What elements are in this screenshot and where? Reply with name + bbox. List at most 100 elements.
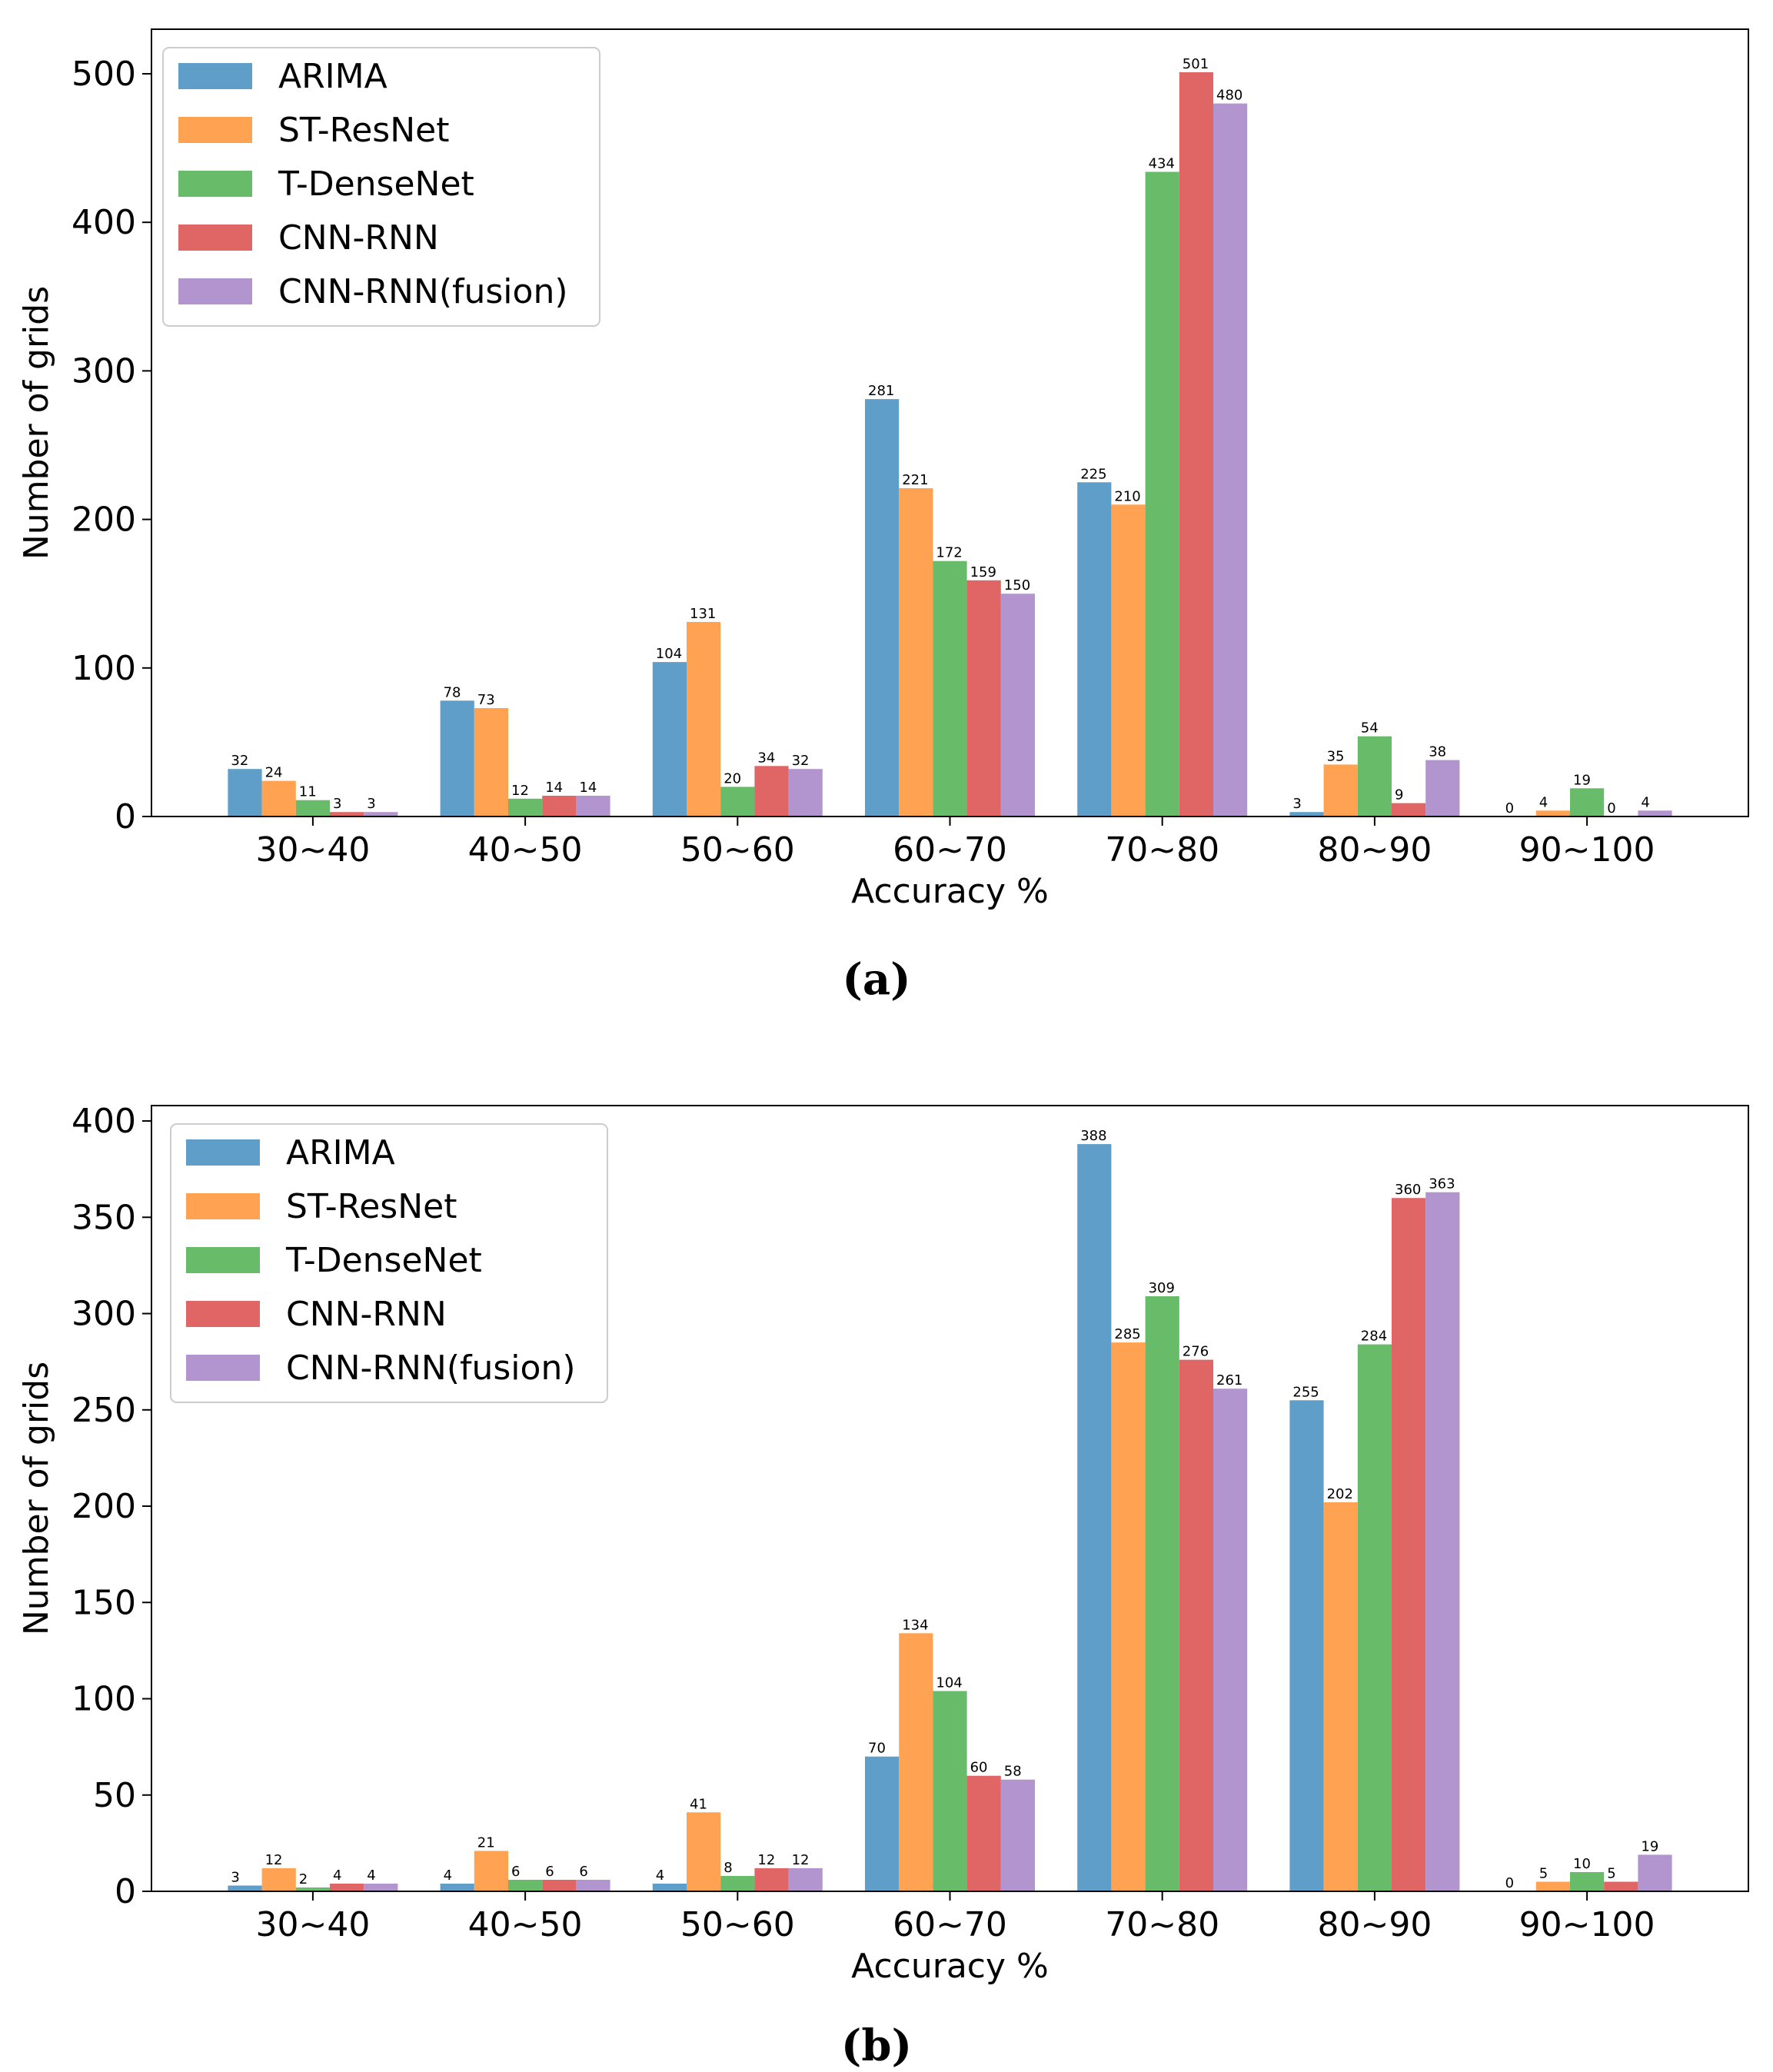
y-tick-label: 300 xyxy=(72,1295,136,1334)
bar-t-densenet-70-80 xyxy=(1145,1296,1179,1891)
bar-value-label: 2 xyxy=(299,1871,308,1887)
bar-value-label: 210 xyxy=(1114,488,1140,504)
y-tick-label: 300 xyxy=(72,351,136,391)
bar-arima-40-50 xyxy=(440,700,474,816)
x-tick-label: 70~80 xyxy=(1105,830,1219,870)
bar-value-label: 4 xyxy=(367,1867,375,1884)
bar-value-label: 281 xyxy=(868,383,894,399)
legend-swatch xyxy=(178,171,252,197)
bar-value-label: 104 xyxy=(656,646,682,662)
bar-cnn-rnn-fusion--50-60 xyxy=(788,769,823,816)
legend-entry: CNN-RNN xyxy=(278,218,439,258)
bar-value-label: 221 xyxy=(902,472,928,488)
bar-t-densenet-90-100 xyxy=(1570,1872,1605,1891)
bar-cnn-rnn-60-70 xyxy=(966,580,1001,816)
bar-value-label: 6 xyxy=(579,1864,587,1880)
bar-value-label: 4 xyxy=(444,1867,452,1884)
bar-value-label: 360 xyxy=(1395,1182,1421,1198)
bar-value-label: 0 xyxy=(1505,800,1514,816)
bar-value-label: 4 xyxy=(333,1867,341,1884)
y-tick-label: 400 xyxy=(72,1102,136,1141)
legend-entry: T-DenseNet xyxy=(278,165,474,204)
bar-st-resnet-80-90 xyxy=(1323,1502,1358,1891)
bar-st-resnet-70-80 xyxy=(1111,1342,1146,1891)
bar-arima-40-50 xyxy=(440,1884,474,1891)
bar-value-label: 284 xyxy=(1361,1329,1387,1345)
bar-t-densenet-60-70 xyxy=(933,560,967,816)
figure-caption: (a) xyxy=(842,954,910,1005)
bar-value-label: 32 xyxy=(792,753,810,769)
bar-st-resnet-30-40 xyxy=(261,780,296,816)
bar-st-resnet-40-50 xyxy=(474,708,508,816)
legend-swatch xyxy=(186,1301,260,1327)
bar-value-label: 73 xyxy=(477,692,495,708)
x-axis-label: Accuracy % xyxy=(851,1947,1049,1986)
bar-arima-60-70 xyxy=(865,399,900,816)
bar-value-label: 3 xyxy=(367,796,375,812)
y-tick-label: 350 xyxy=(72,1198,136,1237)
bar-arima-70-80 xyxy=(1077,1144,1112,1891)
bar-cnn-rnn-fusion--30-40 xyxy=(364,812,398,816)
legend-entry: ST-ResNet xyxy=(278,111,449,150)
bar-value-label: 434 xyxy=(1149,156,1175,172)
bar-cnn-rnn-70-80 xyxy=(1179,72,1213,816)
legend-entry: CNN-RNN(fusion) xyxy=(278,272,568,311)
bar-st-resnet-50-60 xyxy=(687,621,721,816)
bar-value-label: 159 xyxy=(970,564,996,580)
x-tick-label: 80~90 xyxy=(1317,830,1432,870)
legend-entry: CNN-RNN xyxy=(286,1295,447,1334)
y-axis-label: Number of grids xyxy=(17,1362,56,1635)
bar-cnn-rnn-60-70 xyxy=(966,1775,1001,1891)
bar-cnn-rnn-30-40 xyxy=(330,1884,364,1891)
legend-swatch xyxy=(186,1139,260,1166)
bar-value-label: 21 xyxy=(477,1834,495,1851)
bar-value-label: 4 xyxy=(1539,794,1548,810)
bar-value-label: 480 xyxy=(1216,88,1242,104)
x-axis-label: Accuracy % xyxy=(851,872,1049,911)
x-tick-label: 90~100 xyxy=(1519,1905,1655,1944)
x-tick-label: 60~70 xyxy=(893,830,1007,870)
bar-value-label: 4 xyxy=(1641,794,1649,810)
bar-st-resnet-70-80 xyxy=(1111,504,1146,816)
legend-entry: T-DenseNet xyxy=(285,1241,482,1280)
legend-swatch xyxy=(178,63,252,89)
y-tick-label: 500 xyxy=(72,55,136,94)
bar-cnn-rnn-fusion--90-100 xyxy=(1638,810,1672,816)
bar-value-label: 0 xyxy=(1505,1875,1514,1891)
legend-entry: CNN-RNN(fusion) xyxy=(286,1349,576,1388)
bar-cnn-rnn-fusion--30-40 xyxy=(364,1884,398,1891)
y-axis-label: Number of grids xyxy=(17,286,56,560)
bar-st-resnet-60-70 xyxy=(899,1633,933,1891)
legend-box xyxy=(162,47,600,327)
bar-st-resnet-60-70 xyxy=(899,488,933,816)
bar-value-label: 3 xyxy=(333,796,341,812)
x-tick-label: 30~40 xyxy=(255,830,370,870)
bar-cnn-rnn-fusion--70-80 xyxy=(1213,1389,1248,1891)
bar-t-densenet-50-60 xyxy=(720,1876,755,1891)
bar-t-densenet-30-40 xyxy=(295,800,330,816)
legend: ARIMA ST-ResNet T-DenseNet CNN-RNN CNN-RNN(f… xyxy=(162,47,600,327)
bar-st-resnet-80-90 xyxy=(1323,764,1358,816)
bar-value-label: 78 xyxy=(444,684,461,700)
legend-swatch xyxy=(186,1247,260,1273)
bar-cnn-rnn-40-50 xyxy=(542,796,577,816)
x-tick-label: 70~80 xyxy=(1105,1905,1219,1944)
y-tick-label: 100 xyxy=(72,1680,136,1719)
bar-cnn-rnn-40-50 xyxy=(542,1880,577,1891)
bar-value-label: 104 xyxy=(936,1675,962,1691)
bar-value-label: 58 xyxy=(1004,1764,1022,1780)
bar-value-label: 24 xyxy=(265,765,283,781)
bar-value-label: 285 xyxy=(1114,1326,1140,1342)
bar-value-label: 134 xyxy=(902,1617,928,1633)
bar-arima-80-90 xyxy=(1289,1400,1324,1892)
x-tick-label: 40~50 xyxy=(468,830,583,870)
bar-value-label: 12 xyxy=(757,1852,775,1868)
bar-value-label: 14 xyxy=(545,780,563,796)
bar-cnn-rnn-fusion--60-70 xyxy=(1000,594,1035,816)
bar-value-label: 202 xyxy=(1327,1486,1353,1502)
